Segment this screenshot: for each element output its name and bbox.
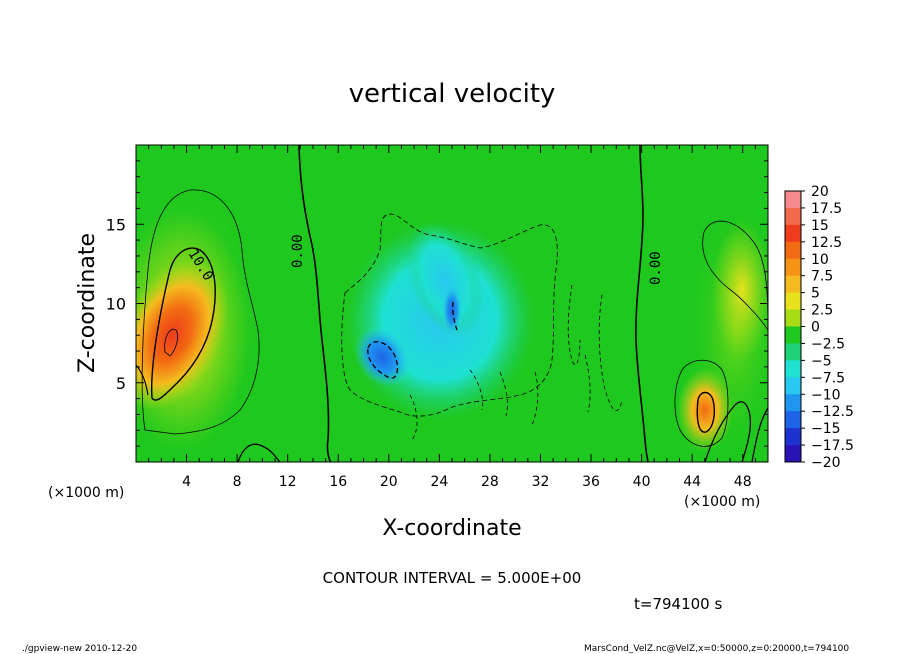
- x-axis-label: X-coordinate: [382, 516, 521, 541]
- contour-bottom-a: [237, 443, 281, 462]
- x-tick-label: 28: [481, 474, 499, 490]
- contour-bottom-c: [751, 407, 768, 462]
- contour-positive-5-left: [141, 189, 260, 435]
- contour-negative-scatter-1: [469, 369, 484, 411]
- x-tick-label: 36: [582, 474, 600, 490]
- colorbar-label: −15: [811, 421, 841, 437]
- x-tick-label: 40: [633, 474, 651, 490]
- x-tick-label: 4: [182, 474, 191, 490]
- contour-zero-2: [635, 145, 649, 462]
- y-axis: 5 10 15: [106, 160, 768, 447]
- field-positive-right: [677, 368, 733, 452]
- colorbar: 2017.51512.5107.552.50−2.5−5−7.5−10−12.5…: [784, 184, 854, 471]
- colorbar-swatch: [785, 343, 801, 361]
- field-yellow-right: [712, 220, 768, 360]
- contour-negative-scatter-5: [584, 354, 591, 413]
- contour-positive-5-right: [674, 359, 729, 447]
- contour-positive-10-right: [696, 391, 715, 433]
- y-axis-label: Z-coordinate: [75, 233, 100, 373]
- colorbar-swatch: [785, 360, 801, 378]
- colorbar-label: 7.5: [811, 269, 833, 285]
- x-unit-right: (×1000 m): [684, 494, 760, 510]
- chart-title: vertical velocity: [349, 79, 556, 109]
- colorbar-label: 5: [811, 286, 820, 302]
- contour-negative-scatter-3: [567, 284, 581, 366]
- colorbar-label: 0: [811, 320, 820, 336]
- colorbar-label: 12.5: [811, 235, 842, 251]
- colorbar-swatch: [785, 258, 801, 277]
- colorbar-label: 20: [811, 184, 829, 200]
- contour-negative-10-upper: [452, 301, 458, 331]
- colorbar-swatch: [785, 191, 801, 209]
- colorbar-label: −17.5: [811, 438, 854, 454]
- colorbar-label: 15: [811, 218, 829, 234]
- x-axis: 4 8 12 16 20 24 28 32 36 40 44 48: [148, 145, 756, 490]
- colorbar-label: −2.5: [811, 336, 845, 352]
- x-tick-label: 48: [734, 474, 752, 490]
- field-negative-core-2: [442, 285, 462, 335]
- time-label: t=794100 s: [634, 595, 722, 613]
- colorbar-swatch: [785, 428, 801, 446]
- contour-label-zero-1: 0.00: [290, 234, 306, 268]
- field-negative-upper: [406, 222, 484, 338]
- contour-positive-15-left: [164, 328, 178, 357]
- colorbar-label: 2.5: [811, 303, 833, 319]
- footer-left: ./gpview-new 2010-12-20: [22, 644, 137, 654]
- x-tick-label: 24: [430, 474, 448, 490]
- colorbar-swatch: [785, 326, 801, 344]
- y-tick-label: 10: [106, 295, 126, 314]
- colorbar-label: −5: [811, 353, 832, 369]
- contour-negative-scatter-4: [598, 294, 623, 412]
- contour-zero-1: [298, 145, 332, 462]
- colorbar-label: −7.5: [811, 370, 845, 386]
- contour-negative-scatter-2: [499, 371, 508, 417]
- colorbar-swatch: [785, 207, 801, 226]
- x-tick-label: 20: [380, 474, 398, 490]
- contour-interval: CONTOUR INTERVAL = 5.000E+00: [323, 569, 582, 587]
- colorbar-swatch: [785, 275, 801, 294]
- x-tick-label: 16: [329, 474, 347, 490]
- colorbar-swatch: [785, 309, 801, 327]
- x-tick-label: 8: [233, 474, 242, 490]
- field-negative-core: [354, 327, 410, 387]
- contour-negative-5-main: [341, 213, 558, 417]
- contour-negative-scatter-6: [531, 371, 539, 426]
- y-tick-label: 5: [116, 374, 126, 393]
- heatmap-field: [136, 145, 768, 462]
- colorbar-label: 10: [811, 252, 829, 268]
- colorbar-label: 17.5: [811, 201, 842, 217]
- colorbar-swatch: [785, 394, 801, 412]
- contour-negative-10-core: [367, 341, 399, 379]
- colorbar-label: −12.5: [811, 404, 854, 420]
- x-tick-label: 44: [683, 474, 701, 490]
- colorbar-swatch: [785, 224, 801, 243]
- contour-bottom-b: [704, 401, 751, 462]
- y-tick-label: 15: [106, 215, 126, 234]
- x-unit-left: (×1000 m): [48, 485, 124, 501]
- contour-label-zero-2: 0.00: [648, 251, 664, 285]
- colorbar-label: −20: [811, 455, 841, 471]
- colorbar-swatch: [785, 411, 801, 429]
- contour-positive-10-left: [151, 247, 216, 401]
- contour-negative-scatter-7: [409, 394, 418, 441]
- colorbar-swatch: [785, 445, 801, 463]
- footer-right: MarsCond_VelZ.nc@VelZ,x=0:50000,z=0:2000…: [584, 644, 849, 654]
- colorbar-swatch: [785, 241, 801, 260]
- colorbar-swatch: [785, 377, 801, 395]
- x-tick-label: 12: [279, 474, 297, 490]
- colorbar-swatch: [785, 292, 801, 311]
- colorbar-label: −10: [811, 387, 841, 403]
- field-positive-left-core: [136, 259, 229, 411]
- x-tick-label: 32: [532, 474, 550, 490]
